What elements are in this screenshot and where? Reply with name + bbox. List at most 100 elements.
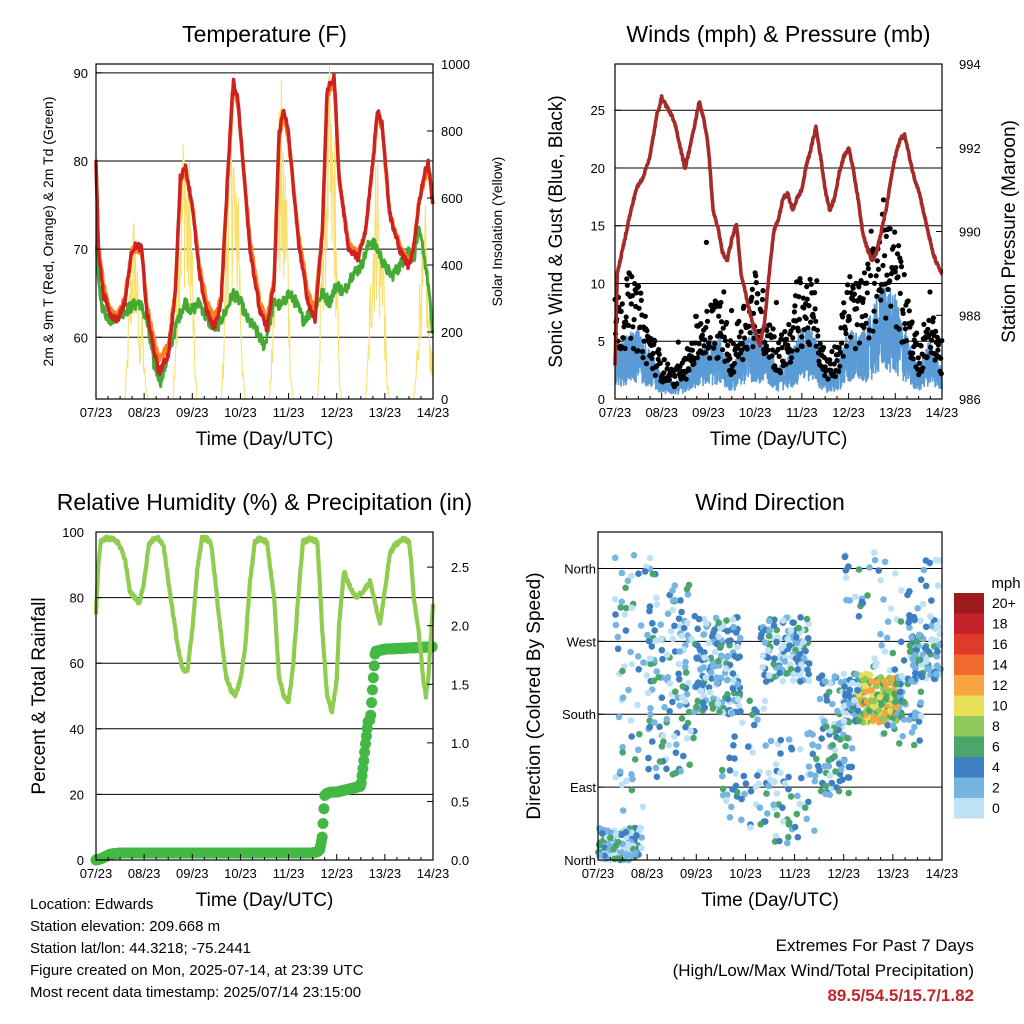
- direction-point: [805, 677, 813, 685]
- direction-point: [854, 681, 862, 689]
- chart-title: Relative Humidity (%) & Precipitation (i…: [57, 489, 472, 515]
- direction-point: [670, 733, 678, 740]
- direction-point: [781, 780, 789, 787]
- direction-point: [793, 634, 800, 641]
- gust-point: [795, 328, 801, 334]
- direction-point: [641, 568, 649, 575]
- direction-point: [915, 656, 923, 664]
- direction-point: [804, 634, 812, 642]
- extremes-title: Extremes For Past 7 Days: [775, 936, 974, 955]
- gust-point: [822, 373, 828, 379]
- direction-point: [872, 662, 879, 670]
- direction-point: [840, 702, 848, 710]
- direction-point: [914, 605, 921, 612]
- direction-point: [716, 708, 723, 716]
- direction-point: [636, 825, 644, 833]
- direction-point: [765, 672, 773, 679]
- gust-point: [703, 324, 709, 331]
- direction-point: [875, 567, 882, 574]
- direction-point: [663, 651, 671, 659]
- gust-point: [623, 319, 629, 325]
- direction-point: [896, 688, 904, 696]
- gust-point: [720, 325, 726, 331]
- gust-point: [638, 297, 644, 303]
- direction-point: [647, 705, 654, 712]
- direction-point: [886, 687, 893, 695]
- gust-point: [741, 303, 747, 309]
- direction-point: [779, 677, 787, 685]
- gust-point: [827, 361, 833, 367]
- x-tick-label: 11/23: [273, 866, 305, 881]
- direction-point: [683, 585, 691, 593]
- direction-point: [855, 717, 863, 725]
- y-right-tick-label: 2.0: [451, 619, 469, 634]
- gust-point: [804, 284, 810, 290]
- direction-point: [832, 768, 839, 775]
- direction-point: [719, 791, 727, 799]
- direction-point: [660, 738, 667, 745]
- gust-point: [621, 324, 627, 330]
- direction-point: [866, 671, 874, 679]
- legend-label: 16: [992, 636, 1008, 652]
- y-tick-label: 10: [591, 276, 605, 291]
- direction-point: [707, 669, 715, 676]
- direction-point: [599, 830, 606, 837]
- direction-point: [772, 761, 780, 768]
- gust-point: [753, 273, 759, 279]
- direction-point: [607, 834, 614, 842]
- direction-point: [663, 715, 671, 723]
- x-tick-label: 11/23: [273, 405, 305, 420]
- direction-point: [635, 746, 642, 754]
- gust-point: [792, 303, 798, 309]
- direction-point: [796, 800, 804, 808]
- legend-label: 2: [992, 780, 1000, 796]
- direction-point: [809, 750, 817, 758]
- gust-point: [620, 335, 627, 341]
- gust-point: [874, 258, 880, 264]
- direction-point: [869, 702, 877, 710]
- direction-point: [675, 615, 683, 622]
- direction-point: [805, 763, 813, 770]
- direction-point: [747, 824, 754, 831]
- direction-point: [900, 698, 908, 706]
- direction-point: [695, 679, 702, 686]
- direction-point: [779, 617, 787, 624]
- direction-point: [724, 695, 732, 703]
- direction-point: [740, 772, 748, 780]
- y-tick-label: 60: [74, 330, 88, 345]
- gust-point: [887, 226, 893, 232]
- gust-point: [650, 350, 656, 357]
- gust-point: [619, 301, 625, 307]
- recent-text: Most recent data timestamp: 2025/07/14 2…: [30, 984, 362, 1001]
- legend-swatch: [954, 634, 984, 655]
- gust-point: [879, 288, 885, 295]
- direction-point: [688, 635, 695, 643]
- y-tick-label: North: [564, 853, 596, 868]
- direction-point: [651, 719, 658, 726]
- gust-point: [813, 343, 819, 349]
- gust-point: [720, 347, 726, 353]
- gust-point: [642, 313, 648, 319]
- direction-point: [787, 793, 795, 800]
- direction-point: [909, 661, 917, 669]
- direction-point: [678, 632, 686, 640]
- gust-point: [629, 274, 635, 280]
- gust-point: [856, 340, 863, 346]
- gust-point: [707, 355, 713, 361]
- gust-point: [815, 333, 821, 339]
- gust-point: [929, 337, 935, 343]
- direction-point: [785, 785, 792, 793]
- direction-point: [683, 735, 691, 742]
- direction-point: [842, 567, 850, 574]
- direction-point: [773, 638, 780, 646]
- gust-point: [725, 342, 731, 348]
- legend-swatch: [954, 675, 984, 696]
- direction-point: [638, 844, 645, 852]
- direction-point: [647, 711, 654, 718]
- direction-point: [658, 635, 665, 643]
- gust-point: [794, 347, 800, 353]
- direction-point: [785, 736, 793, 743]
- direction-point: [794, 833, 802, 841]
- direction-point: [742, 780, 750, 787]
- gust-point: [704, 308, 710, 314]
